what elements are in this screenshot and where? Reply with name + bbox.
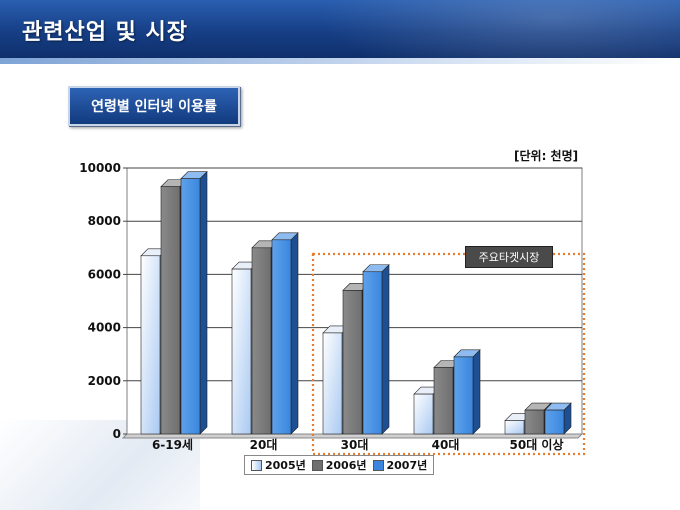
- legend-item-2005: 2005년: [251, 457, 306, 473]
- page-title: 관련산업 및 시장: [22, 20, 188, 45]
- y-tick-label-6000: 6000: [88, 267, 121, 281]
- target-market-highlight-box: [311, 252, 586, 456]
- bar-2007년-40대: [453, 356, 474, 435]
- target-market-callout: 주요타겟시장: [465, 246, 553, 268]
- bar-2006년-40대: [433, 367, 454, 435]
- bar-2007년-6-19세: [180, 178, 201, 435]
- bar-2006년-30대: [342, 290, 363, 435]
- bar-2005년-20대: [231, 268, 252, 435]
- y-tick-label-2000: 2000: [88, 374, 121, 388]
- header-bar: 관련산업 및 시장: [0, 0, 680, 58]
- y-tick-label-10000: 10000: [79, 161, 121, 175]
- x-tick-label-40대: 40대: [432, 438, 460, 452]
- bar-2005년-6-19세: [140, 255, 161, 435]
- x-tick-label-30대: 30대: [341, 438, 369, 452]
- legend-swatch-2007: [372, 459, 384, 471]
- chart-legend: 2005년 2006년 2007년: [244, 455, 435, 475]
- legend-item-2006: 2006년: [311, 457, 367, 473]
- x-tick-label-20대: 20대: [250, 438, 278, 452]
- bar-2006년-50대 이상: [524, 409, 545, 435]
- bar-2007년-20대-side: [290, 232, 299, 435]
- bar-2007년-30대-side: [381, 264, 390, 435]
- bar-2005년-30대: [322, 332, 343, 435]
- legend-label-2005: 2005년: [265, 459, 306, 472]
- chart-title-box: 연령별 인터넷 이용률: [68, 86, 240, 126]
- bar-2007년-40대-side: [472, 349, 481, 435]
- legend-swatch-2005: [251, 459, 262, 471]
- bar-2005년-50대 이상: [504, 420, 525, 435]
- chart-title-label: 연령별 인터넷 이용률: [91, 99, 217, 115]
- bar-2007년-20대: [271, 239, 292, 435]
- bar-2006년-6-19세: [160, 186, 181, 435]
- bar-2005년-40대: [413, 393, 434, 435]
- bar-2006년-20대: [251, 247, 272, 435]
- legend-label-2007: 2007년: [386, 459, 428, 472]
- unit-label: [단위: 천명]: [514, 149, 579, 163]
- y-tick-label-8000: 8000: [88, 214, 121, 228]
- bar-2007년-30대: [362, 271, 383, 435]
- x-tick-label-6-19세: 6-19세: [152, 437, 193, 452]
- y-tick-label-0: 0: [113, 427, 121, 441]
- bar-2007년-50대 이상: [544, 409, 565, 435]
- y-tick-label-4000: 4000: [88, 321, 121, 335]
- legend-item-2007: 2007년: [372, 457, 428, 473]
- bar-2007년-6-19세-side: [199, 170, 208, 435]
- legend-swatch-2006: [311, 459, 323, 471]
- legend-label-2006: 2006년: [325, 459, 367, 472]
- header-underline: [0, 58, 680, 64]
- x-tick-label-50대 이상: 50대 이상: [510, 437, 564, 452]
